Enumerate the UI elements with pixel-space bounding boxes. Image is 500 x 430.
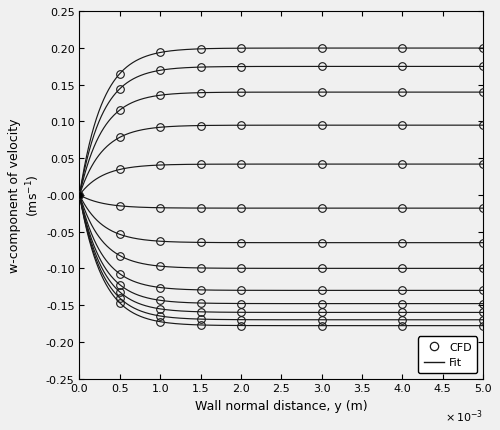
Y-axis label: w-component of velocity
(ms$^{-1}$): w-component of velocity (ms$^{-1}$): [8, 118, 42, 273]
X-axis label: Wall normal distance, y (m): Wall normal distance, y (m): [195, 399, 368, 412]
Text: $\times\,10^{-3}$: $\times\,10^{-3}$: [444, 408, 483, 424]
Legend: CFD, Fit: CFD, Fit: [418, 337, 478, 373]
